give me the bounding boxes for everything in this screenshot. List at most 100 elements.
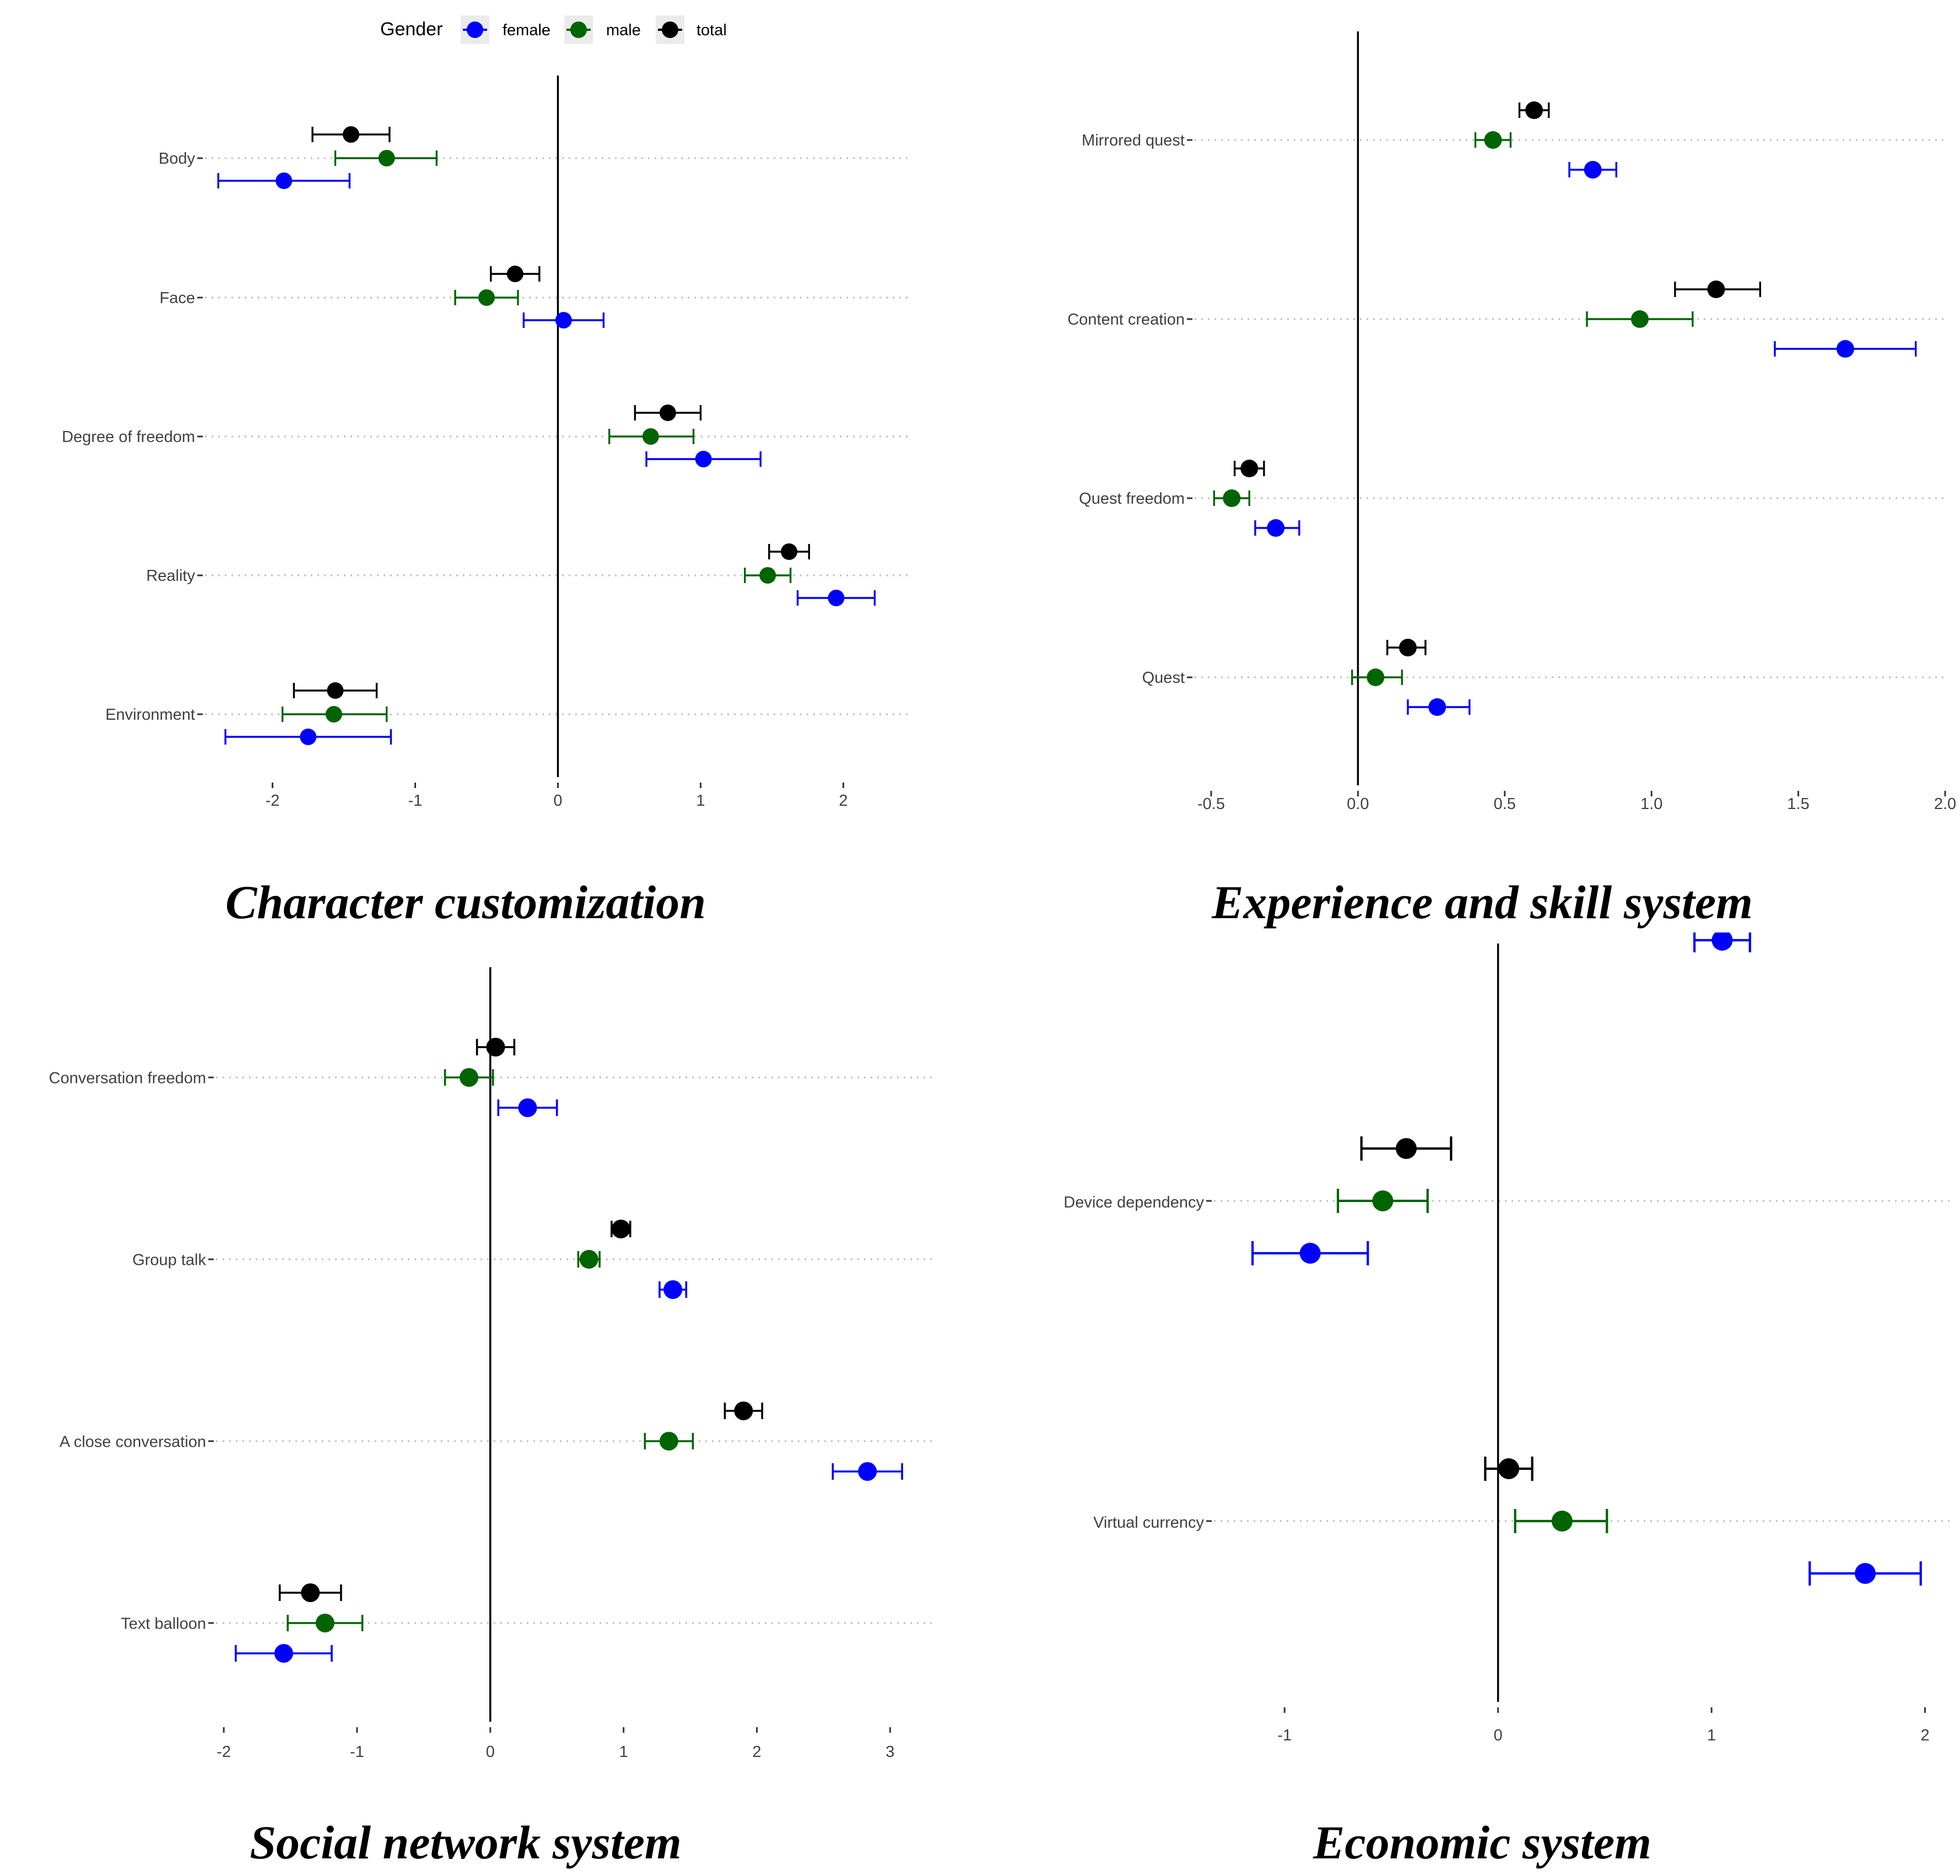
x-tick-label: 1 bbox=[696, 792, 705, 810]
male-point bbox=[1484, 131, 1502, 149]
x-tick-label: 1 bbox=[619, 1743, 628, 1761]
x-tick-label: 2.0 bbox=[1934, 795, 1956, 813]
legend-key-female bbox=[461, 15, 489, 44]
female-point bbox=[858, 1462, 877, 1481]
panel-experience-skill: Mirrored quest Content creation Quest free… bbox=[1067, 31, 1956, 813]
female-point bbox=[555, 312, 572, 328]
legend-key-total bbox=[656, 15, 684, 44]
female-point bbox=[1428, 698, 1446, 716]
category-label: Environment bbox=[105, 706, 195, 724]
female-point bbox=[828, 590, 845, 606]
x-tick-label: 1 bbox=[1707, 1727, 1716, 1744]
category-label: A close conversation bbox=[60, 1433, 206, 1451]
total-point bbox=[1240, 460, 1259, 477]
female-point bbox=[695, 451, 712, 467]
category-label: Content creation bbox=[1067, 311, 1185, 328]
total-point bbox=[301, 1583, 320, 1602]
male-point bbox=[378, 150, 395, 166]
legend-key-male bbox=[564, 15, 593, 44]
x-tick-label: 1.5 bbox=[1787, 795, 1809, 813]
male-point bbox=[1630, 310, 1649, 328]
x-tick-label: 3 bbox=[885, 1743, 894, 1761]
x-tick-label: -0.5 bbox=[1197, 795, 1225, 813]
male-point bbox=[1372, 1190, 1394, 1211]
caption-character-customization: Character customization bbox=[225, 876, 706, 929]
category-label: Reality bbox=[146, 567, 195, 585]
male-point bbox=[659, 1432, 678, 1451]
male-point bbox=[579, 1250, 598, 1269]
x-tick-label: 0 bbox=[486, 1743, 495, 1761]
female-point bbox=[1267, 519, 1285, 537]
caption-experience-skill: Experience and skill system bbox=[1211, 876, 1753, 929]
total-point bbox=[1707, 281, 1725, 298]
x-tick-label: -2 bbox=[266, 792, 280, 810]
x-tick-label: 2 bbox=[752, 1743, 761, 1761]
category-label: Virtual currency bbox=[1093, 1514, 1204, 1532]
category-label: Device dependency bbox=[1063, 1194, 1204, 1211]
legend: Gender female male total bbox=[380, 15, 727, 44]
x-tick-label: -2 bbox=[217, 1743, 231, 1761]
category-label: Quest bbox=[1142, 669, 1185, 687]
female-point bbox=[276, 172, 293, 189]
female-point bbox=[1711, 932, 1733, 951]
x-tick-label: -1 bbox=[408, 792, 423, 810]
male-point bbox=[460, 1068, 479, 1087]
total-point bbox=[1396, 1138, 1417, 1159]
total-point bbox=[342, 126, 359, 143]
panel-economic-system: Device dependency Virtual currency -1 0 1 2 bbox=[1063, 932, 1951, 1744]
x-tick-label: 0 bbox=[1494, 1727, 1503, 1744]
x-tick-label: -1 bbox=[1277, 1727, 1292, 1744]
female-point bbox=[300, 729, 317, 745]
legend-label-total: total bbox=[696, 21, 727, 39]
panel-social-network: Conversation freedom Group talk A close co… bbox=[49, 967, 937, 1761]
caption-economic-system: Economic system bbox=[1313, 1816, 1651, 1869]
male-point bbox=[325, 706, 342, 723]
male-point bbox=[759, 567, 776, 584]
total-point bbox=[1525, 101, 1543, 119]
male-point bbox=[315, 1614, 334, 1632]
female-point bbox=[1855, 1563, 1876, 1584]
total-point bbox=[781, 543, 798, 560]
female-point bbox=[274, 1644, 293, 1663]
total-point bbox=[506, 266, 523, 282]
category-label: Degree of freedom bbox=[62, 428, 195, 446]
category-label: Quest freedom bbox=[1079, 490, 1185, 508]
total-point bbox=[486, 1038, 505, 1056]
panel-character-customization: Body Face Degree of freedom Reality Environm… bbox=[62, 76, 908, 810]
category-label: Face bbox=[160, 289, 195, 307]
x-tick-label: 0.5 bbox=[1494, 795, 1516, 813]
female-point bbox=[518, 1098, 537, 1117]
legend-label-female: female bbox=[503, 21, 550, 39]
male-point bbox=[642, 428, 659, 445]
male-point bbox=[1551, 1511, 1573, 1532]
male-point bbox=[1223, 489, 1241, 507]
category-label: Text balloon bbox=[121, 1615, 206, 1633]
x-tick-label: 0 bbox=[553, 792, 562, 810]
x-tick-label: -1 bbox=[350, 1743, 364, 1761]
category-label: Body bbox=[159, 150, 196, 168]
female-point bbox=[1299, 1243, 1321, 1264]
total-point bbox=[1498, 1458, 1520, 1479]
category-label: Conversation freedom bbox=[49, 1070, 206, 1087]
x-tick-label: 2 bbox=[839, 792, 847, 810]
total-point bbox=[611, 1220, 630, 1238]
female-point bbox=[1584, 161, 1602, 179]
total-point bbox=[1399, 639, 1417, 656]
legend-label-male: male bbox=[606, 21, 641, 39]
category-label: Group talk bbox=[132, 1252, 206, 1269]
caption-social-network: Social network system bbox=[250, 1816, 682, 1869]
x-tick-label: 0.0 bbox=[1347, 795, 1369, 813]
total-point bbox=[327, 682, 344, 699]
legend-title: Gender bbox=[380, 19, 442, 40]
category-label: Mirrored quest bbox=[1082, 132, 1185, 149]
male-point bbox=[1367, 669, 1385, 686]
female-point bbox=[1836, 340, 1854, 358]
total-point bbox=[659, 405, 676, 421]
total-point bbox=[734, 1401, 753, 1420]
male-point bbox=[478, 289, 495, 306]
clipped-marker bbox=[1693, 932, 1751, 952]
x-tick-label: 1.0 bbox=[1640, 795, 1662, 813]
x-tick-label: 2 bbox=[1920, 1727, 1929, 1744]
female-point bbox=[663, 1280, 683, 1299]
